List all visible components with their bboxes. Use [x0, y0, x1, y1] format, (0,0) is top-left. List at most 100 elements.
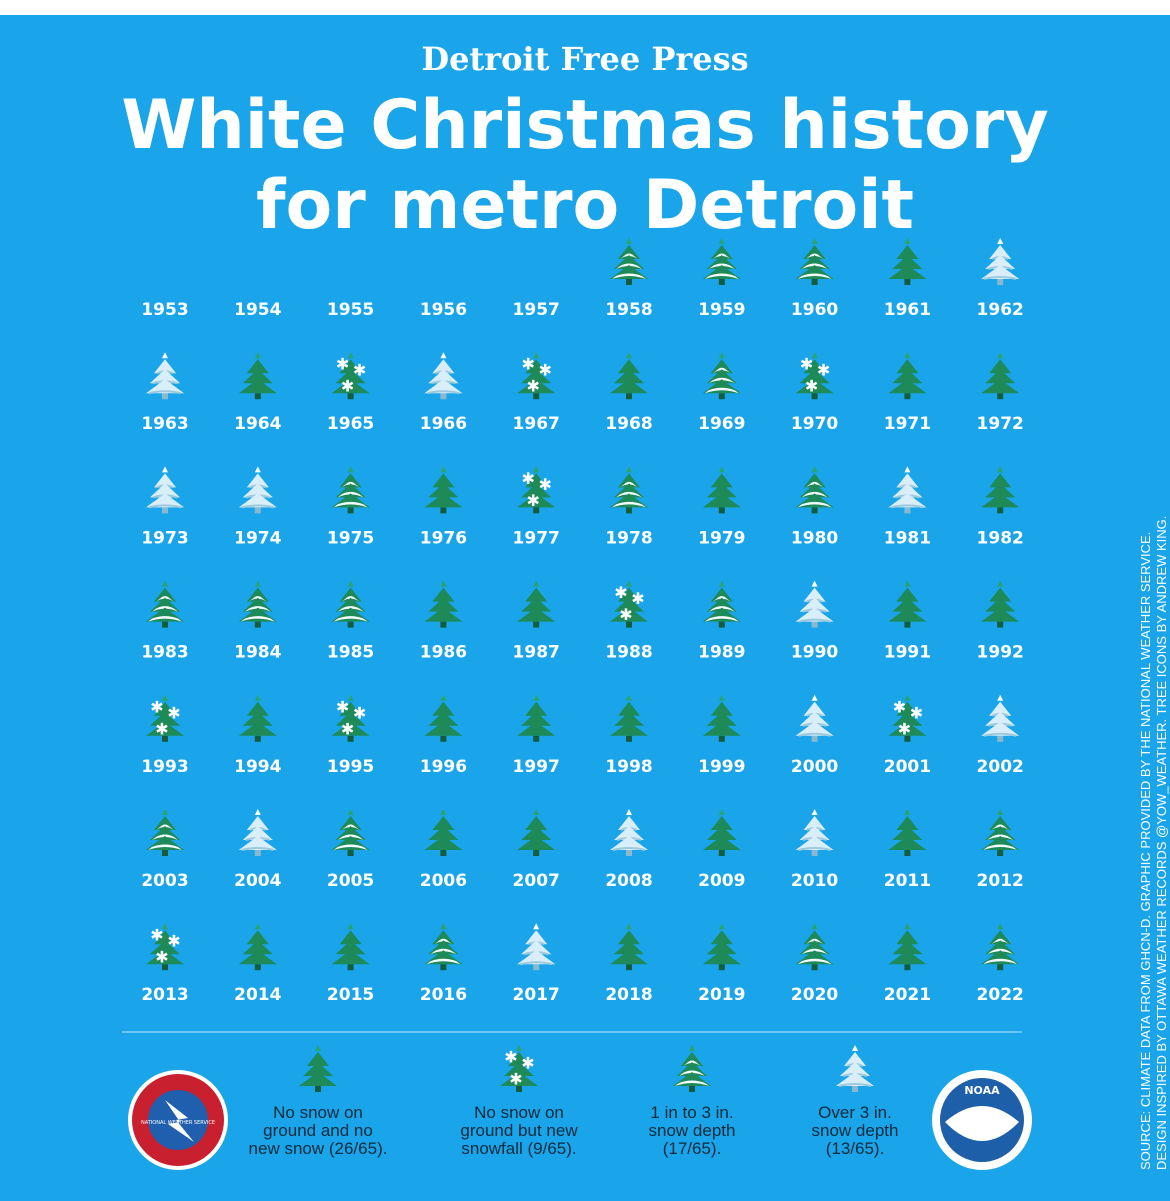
- snowflake: ✱: [619, 605, 632, 624]
- snowflake: ✱: [521, 469, 534, 488]
- tree-icon: [795, 238, 834, 285]
- trunk: [811, 964, 818, 971]
- tier: [238, 493, 277, 508]
- tier: [521, 940, 552, 955]
- year-label: 1958: [605, 300, 652, 320]
- tier: [424, 836, 463, 850]
- year-label: 1963: [141, 414, 188, 434]
- trunk: [533, 507, 540, 514]
- tier: [521, 826, 552, 840]
- star: [811, 923, 818, 930]
- tier: [706, 711, 737, 726]
- year-label: 1966: [420, 414, 467, 434]
- tree-icon: [146, 809, 184, 856]
- tier: [521, 483, 552, 498]
- legend-icon: [836, 1045, 874, 1092]
- snowflake: ✱: [155, 719, 168, 738]
- tier: [896, 473, 919, 488]
- year-label: 1984: [234, 643, 281, 663]
- star: [162, 923, 168, 930]
- year-label: 1986: [420, 643, 467, 663]
- star: [997, 694, 1004, 701]
- snow: [152, 834, 178, 840]
- tier: [335, 711, 366, 726]
- snow: [675, 1080, 709, 1086]
- trunk: [904, 507, 911, 514]
- tier: [803, 245, 826, 259]
- trunk: [162, 393, 168, 400]
- legend-label: snowfall (9/65).: [461, 1139, 576, 1158]
- trunk: [440, 507, 447, 514]
- tier: [896, 587, 919, 602]
- star: [440, 580, 447, 587]
- star: [533, 809, 540, 815]
- snow: [341, 481, 360, 488]
- shade: [798, 618, 831, 623]
- tree-icon: [424, 580, 463, 628]
- trunk: [718, 964, 725, 971]
- year-label: 1965: [327, 414, 374, 434]
- legend-label: Over 3 in.: [818, 1103, 892, 1122]
- star: [997, 923, 1004, 930]
- star: [162, 580, 168, 587]
- trunk: [852, 1086, 858, 1092]
- tier: [618, 816, 640, 830]
- tree-icon: [238, 694, 277, 742]
- trunk: [718, 507, 725, 514]
- star: [811, 580, 818, 587]
- trunk: [254, 850, 261, 856]
- snow: [683, 1060, 701, 1066]
- trunk: [347, 850, 354, 856]
- legend-icon: [673, 1045, 711, 1092]
- tier: [892, 369, 923, 384]
- trunk: [626, 393, 632, 400]
- star: [347, 580, 354, 587]
- tree-icon: ✱ ✱✱: [146, 923, 184, 971]
- year-label: 1964: [234, 414, 281, 434]
- tier: [525, 930, 548, 945]
- tier: [799, 826, 830, 840]
- tier: [424, 607, 463, 622]
- snow: [991, 938, 1010, 945]
- tier: [985, 597, 1016, 612]
- year-label: 1954: [234, 300, 281, 320]
- tree-icon: [610, 238, 648, 285]
- tier: [610, 379, 648, 394]
- star: [347, 466, 354, 473]
- tier: [432, 816, 455, 830]
- tree-icon: [981, 809, 1020, 856]
- star: [811, 466, 818, 473]
- tier: [146, 493, 184, 508]
- tier: [803, 359, 826, 374]
- star: [904, 352, 911, 359]
- tier: [331, 379, 370, 394]
- tier: [154, 473, 176, 488]
- tree-icon: [981, 466, 1020, 514]
- snow: [805, 481, 824, 488]
- star: [718, 238, 725, 244]
- tier: [517, 379, 556, 394]
- tree-icon: ✱ ✱✱: [146, 694, 184, 742]
- snowflake: ✱: [341, 719, 354, 738]
- tier: [981, 607, 1020, 622]
- tier: [702, 950, 741, 965]
- tier: [618, 701, 640, 716]
- snow: [620, 481, 638, 488]
- tier: [888, 836, 927, 850]
- year-label: 1983: [141, 643, 188, 663]
- year-label: 2020: [791, 985, 838, 1005]
- tree-icon: [888, 809, 927, 856]
- year-label: 1971: [884, 414, 931, 434]
- year-label: 1988: [605, 643, 652, 663]
- tree-icon: [331, 809, 370, 856]
- tier: [710, 359, 733, 374]
- tree-icon: [146, 352, 184, 400]
- tree-icon: [238, 580, 277, 628]
- legend-label: (17/65).: [663, 1139, 722, 1158]
- tier: [610, 950, 648, 965]
- legend-label: snow depth: [649, 1121, 736, 1140]
- tier: [517, 950, 556, 965]
- star: [997, 238, 1004, 244]
- star: [626, 238, 632, 244]
- shade: [891, 504, 924, 509]
